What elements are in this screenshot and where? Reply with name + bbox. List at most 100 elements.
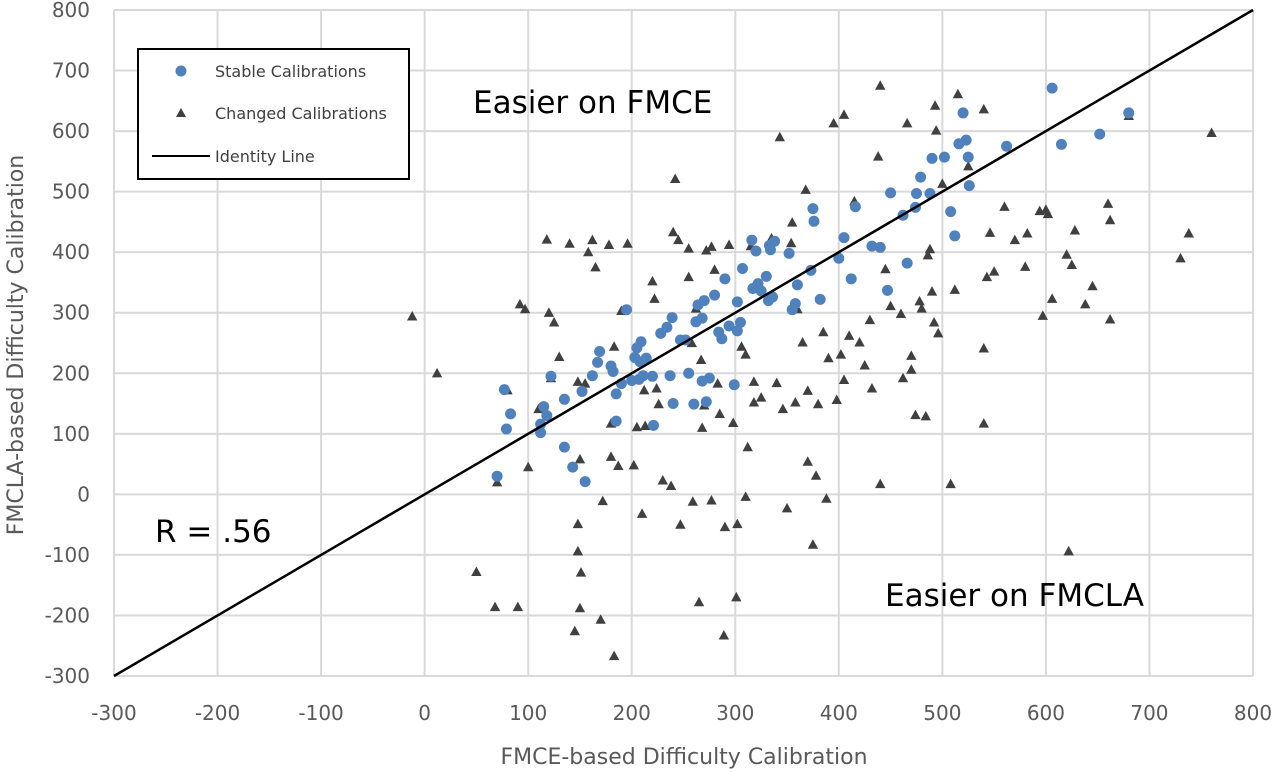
changed-calibration-point	[901, 117, 913, 128]
stable-calibration-point	[558, 441, 570, 453]
changed-calibration-point	[777, 403, 789, 414]
changed-calibration-point	[471, 566, 482, 576]
stable-calibration-point	[814, 293, 826, 305]
y-tick-label: -200	[45, 603, 90, 627]
changed-calibration-point	[952, 88, 964, 99]
changed-calibration-point	[1102, 198, 1114, 208]
y-tick-label: -100	[45, 543, 90, 567]
changed-calibration-point	[910, 409, 921, 420]
x-tick-label: 500	[923, 701, 961, 725]
stable-calibration-point	[716, 333, 728, 345]
changed-calibration-point	[683, 271, 694, 282]
changed-calibration-point	[812, 398, 824, 409]
changed-calibration-point	[963, 160, 974, 171]
changed-calibration-point	[755, 392, 767, 402]
changed-calibration-point	[519, 303, 531, 314]
changed-calibration-point	[1104, 313, 1116, 324]
stable-calibration-point	[647, 419, 659, 431]
changed-calibration-point	[647, 275, 658, 286]
changed-calibration-point	[866, 383, 878, 393]
changed-calibration-point	[984, 227, 996, 237]
stable-calibration-point	[610, 388, 622, 400]
changed-calibration-point	[665, 480, 677, 490]
changed-calibration-point	[895, 308, 907, 319]
y-tick-label: 500	[52, 180, 90, 204]
y-tick-label: 200	[52, 361, 90, 385]
stable-calibration-point	[734, 316, 746, 328]
changed-calibration-point	[1175, 252, 1186, 263]
changed-calibration-point	[740, 491, 751, 501]
changed-calibration-point	[920, 410, 931, 421]
changed-calibration-point	[802, 456, 813, 466]
stable-calibration-point	[901, 257, 913, 269]
changed-calibration-point	[864, 314, 876, 325]
stable-calibration-point	[731, 325, 743, 337]
changed-calibration-point	[587, 234, 598, 245]
changed-calibration-point	[949, 284, 960, 294]
stable-calibration-point	[783, 247, 795, 259]
stable-calibration-point	[500, 423, 512, 435]
changed-calibration-point	[1061, 249, 1072, 259]
stable-calibration-point	[845, 273, 857, 285]
stable-calibration-point	[885, 187, 897, 199]
changed-calibration-point	[653, 398, 664, 409]
changed-calibration-point	[1042, 208, 1054, 219]
stable-calibration-point	[586, 370, 598, 382]
stable-calibration-point	[963, 180, 975, 192]
changed-calibration-point	[706, 495, 717, 505]
changed-calibration-point	[597, 495, 608, 506]
stable-calibration-point	[728, 379, 740, 391]
changed-calibration-point	[649, 293, 660, 303]
changed-calibration-point	[622, 238, 633, 248]
stable-calibration-point	[594, 345, 606, 357]
x-tick-label: -200	[195, 701, 240, 725]
y-tick-label: 400	[52, 240, 90, 264]
changed-calibration-point	[981, 271, 993, 282]
stable-calibration-point	[945, 206, 957, 218]
legend-stable-label: Stable Calibrations	[215, 62, 366, 81]
stable-calibration-point	[938, 151, 950, 163]
changed-calibration-point	[988, 266, 1000, 276]
x-tick-label: -300	[91, 701, 136, 725]
tick-labels: -300 -200 -100 0 100 200 300 400 500 600 700 800 800…	[45, 0, 1272, 725]
stable-calibration-point	[719, 273, 731, 285]
changed-calibration-point	[802, 385, 813, 395]
changed-calibration-point	[978, 103, 989, 114]
changed-calibration-point	[928, 317, 940, 327]
legend: Stable Calibrations Changed Calibrations…	[137, 48, 410, 180]
changed-calibration-point	[693, 596, 705, 607]
changed-calibration-point	[797, 337, 808, 347]
stable-calibration-point	[635, 336, 647, 348]
x-tick-label: 100	[509, 701, 547, 725]
stable-calibration-point	[960, 134, 972, 146]
stable-calibration-point	[576, 385, 588, 397]
changed-calibration-point	[843, 330, 855, 340]
changed-calibration-point	[914, 295, 925, 306]
stable-calibration-point	[760, 270, 772, 282]
changed-calibration-point	[541, 234, 553, 244]
stable-calibration-point	[661, 321, 673, 333]
stable-calibration-point	[579, 476, 591, 488]
x-tick-label: 300	[716, 701, 754, 725]
changed-calibration-point	[686, 337, 697, 348]
stable-calibration-point	[764, 244, 776, 256]
changed-calibration-point	[728, 417, 739, 428]
stable-calibration-point	[688, 398, 700, 410]
stable-calibration-point	[791, 279, 803, 291]
changed-calibration-point	[667, 226, 679, 237]
stable-calibration-point	[538, 401, 550, 413]
y-axis-title: FMCLA-based Difficulty Calibration	[4, 155, 29, 535]
stable-calibration-point	[698, 295, 710, 307]
x-axis-title: FMCE-based Difficulty Calibration	[500, 745, 867, 770]
legend-stable-marker	[175, 65, 187, 77]
changed-calibration-point	[731, 591, 742, 602]
legend-changed-label: Changed Calibrations	[215, 104, 387, 123]
changed-calibration-point	[719, 521, 731, 532]
changed-calibration-point	[828, 117, 839, 128]
stable-calibration-point	[849, 201, 861, 213]
changed-calibration-point	[978, 343, 989, 353]
stable-calibration-point	[637, 370, 649, 382]
stable-calibration-point	[755, 285, 767, 297]
changed-calibration-point	[933, 327, 944, 338]
